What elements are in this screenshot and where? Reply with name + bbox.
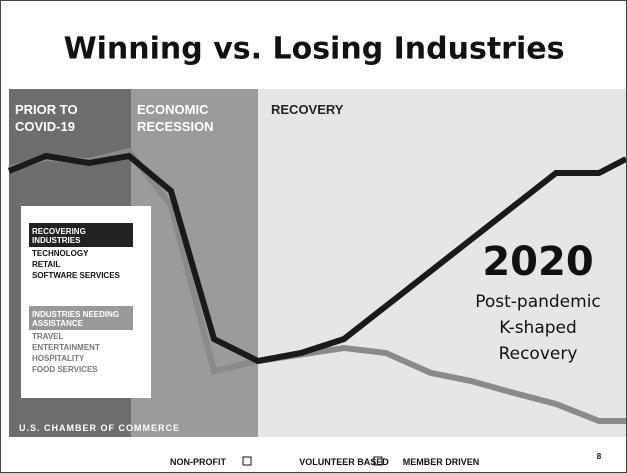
- legend-heading: ASSISTANCE: [32, 319, 84, 328]
- footer-item: VOLUNTEER BASED: [299, 457, 389, 467]
- footer-item: NON-PROFIT: [170, 457, 226, 467]
- source: U.S. CHAMBER OF COMMERCE: [19, 423, 180, 433]
- legend-item: SOFTWARE SERVICES: [32, 271, 121, 280]
- legend-item: RETAIL: [32, 260, 60, 269]
- legend-heading: RECOVERING: [32, 227, 86, 236]
- callout-line: K-shaped: [499, 318, 577, 338]
- callout-line: Post-pandemic: [475, 292, 601, 312]
- legend-item: HOSPITALITY: [32, 354, 85, 363]
- phase-label: RECOVERY: [271, 102, 344, 117]
- page-number: 8: [597, 452, 602, 461]
- legend-item: TECHNOLOGY: [32, 249, 89, 258]
- phase-label: RECESSION: [137, 119, 214, 134]
- callout-year: 2020: [482, 239, 593, 285]
- legend-heading: INDUSTRIES: [32, 236, 81, 245]
- footer-item: MEMBER DRIVEN: [403, 457, 480, 467]
- legend-item: FOOD SERVICES: [32, 365, 98, 374]
- legend-heading-bg: [29, 306, 133, 330]
- callout-line: Recovery: [499, 344, 578, 364]
- legend-heading-bg: [29, 223, 133, 247]
- phase-label: ECONOMIC: [137, 102, 209, 117]
- footer-box: [373, 456, 383, 466]
- legend-item: ENTERTAINMENT: [32, 343, 100, 352]
- legend-heading: INDUSTRIES NEEDING: [32, 310, 119, 319]
- winning-line: [7, 152, 626, 365]
- legend-item: TRAVEL: [32, 332, 64, 341]
- phase-label: COVID-19: [15, 119, 75, 134]
- phase-label: PRIOR TO: [15, 102, 78, 117]
- footer-box: [242, 456, 252, 466]
- slide-title: Winning vs. Losing Industries: [64, 32, 565, 67]
